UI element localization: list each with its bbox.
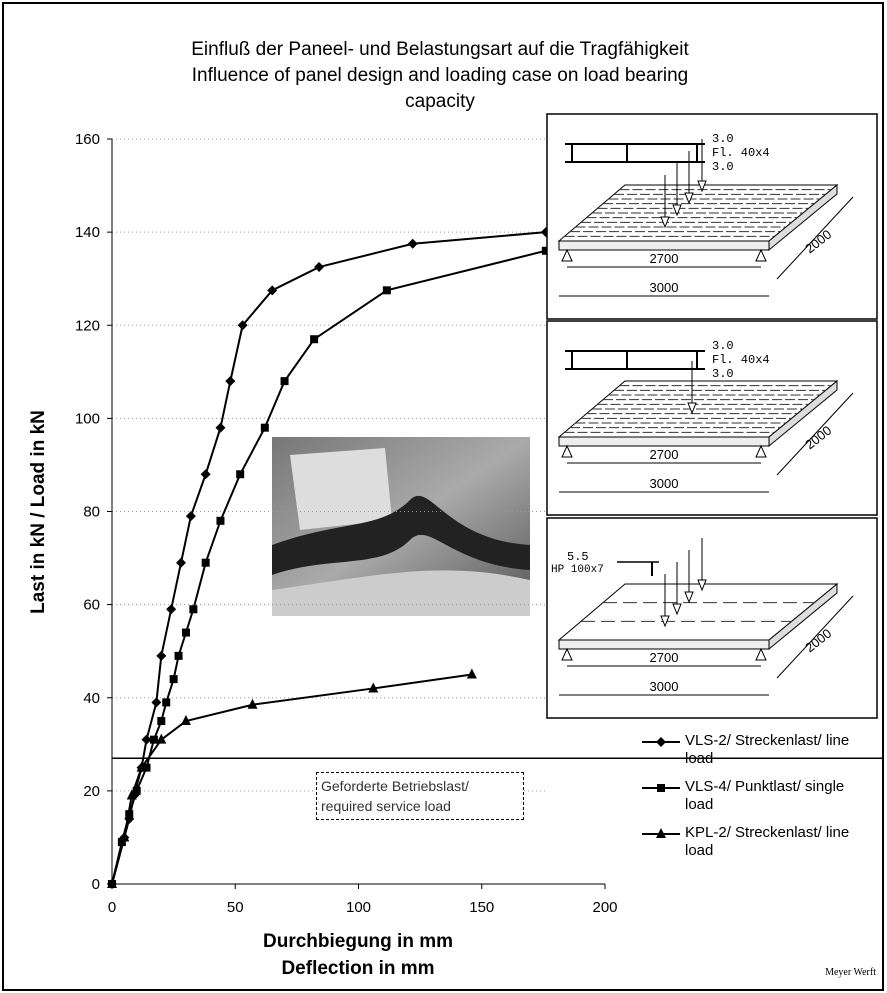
legend-entry: VLS-2/ Streckenlast/ line load — [640, 732, 882, 778]
marker — [261, 424, 269, 432]
plate-front — [559, 640, 769, 649]
marker — [189, 605, 197, 613]
marker — [157, 717, 165, 725]
marker — [236, 470, 244, 478]
marker — [657, 784, 665, 792]
marker — [383, 286, 391, 294]
marker — [225, 376, 235, 386]
marker — [202, 559, 210, 567]
marker — [408, 239, 418, 249]
marker — [467, 668, 477, 678]
marker — [186, 511, 196, 521]
x-tick-label: 200 — [592, 899, 617, 916]
section-label: 5.5 — [567, 550, 589, 564]
marker — [310, 335, 318, 343]
y-tick-label: 140 — [75, 224, 100, 241]
plate-front — [559, 437, 769, 446]
section-label: Fl. 40x4 — [712, 353, 770, 367]
dim-label: 2700 — [650, 447, 679, 462]
section-label: HP 100x7 — [551, 564, 604, 576]
x-axis-label: Durchbiegung in mm — [263, 931, 453, 952]
marker — [162, 698, 170, 706]
x-tick-label: 0 — [108, 899, 116, 916]
title: capacity — [405, 91, 475, 112]
reference-label: Geforderte Betriebslast/ required servic… — [316, 772, 524, 820]
marker — [314, 262, 324, 272]
y-tick-label: 160 — [75, 131, 100, 148]
section-label: 3.0 — [712, 367, 734, 381]
dim-label: 3000 — [650, 476, 679, 491]
page: Einfluß der Paneel- und Belastungsart au… — [0, 0, 887, 993]
dim-label: 3000 — [650, 679, 679, 694]
plate-front — [559, 241, 769, 250]
dim-label: 2700 — [650, 251, 679, 266]
legend-entry: VLS-4/ Punktlast/ single load — [640, 778, 882, 824]
photo-card — [290, 448, 392, 530]
marker — [150, 736, 158, 744]
y-tick-label: 40 — [83, 690, 100, 707]
marker — [151, 697, 161, 707]
marker — [182, 629, 190, 637]
marker — [170, 675, 178, 683]
y-tick-label: 80 — [83, 504, 100, 521]
marker — [201, 469, 211, 479]
legend-label: KPL-2/ Streckenlast/ line load — [685, 824, 875, 860]
legend-entry: KPL-2/ Streckenlast/ line load — [640, 824, 882, 870]
y-tick-label: 120 — [75, 317, 100, 334]
legend-label: VLS-4/ Punktlast/ single load — [685, 778, 875, 814]
dim-label: 2700 — [650, 650, 679, 665]
diagram: 2700300020005.5HP 100x7 — [547, 518, 877, 718]
legend-swatch — [640, 732, 682, 752]
legend-label: VLS-2/ Streckenlast/ line load — [685, 732, 875, 768]
title: Influence of panel design and loading ca… — [192, 65, 689, 86]
legend-swatch — [640, 824, 682, 844]
legend-swatch — [640, 778, 682, 798]
title: Einfluß der Paneel- und Belastungsart au… — [191, 39, 689, 60]
credit: Meyer Werft — [825, 967, 876, 978]
marker — [215, 423, 225, 433]
marker — [176, 558, 186, 568]
y-tick-label: 60 — [83, 597, 100, 614]
x-axis-label: Deflection in mm — [281, 958, 434, 979]
section-label: 3.0 — [712, 160, 734, 174]
x-tick-label: 50 — [227, 899, 244, 916]
dim-label: 3000 — [650, 280, 679, 295]
legend: VLS-2/ Streckenlast/ line load VLS-4/ Pun… — [640, 732, 882, 870]
section-label: 3.0 — [712, 339, 734, 353]
y-tick-label: 20 — [83, 783, 100, 800]
marker — [216, 517, 224, 525]
y-tick-label: 0 — [92, 876, 100, 893]
x-tick-label: 150 — [469, 899, 494, 916]
marker — [656, 737, 666, 747]
y-axis-label: Last in kN / Load in kN — [28, 410, 49, 614]
section-label: 3.0 — [712, 132, 734, 146]
marker — [156, 651, 166, 661]
y-tick-label: 100 — [75, 410, 100, 427]
section-label: Fl. 40x4 — [712, 146, 770, 160]
marker — [175, 652, 183, 660]
marker — [281, 377, 289, 385]
x-tick-label: 100 — [346, 899, 371, 916]
photo — [272, 437, 530, 616]
marker — [166, 604, 176, 614]
